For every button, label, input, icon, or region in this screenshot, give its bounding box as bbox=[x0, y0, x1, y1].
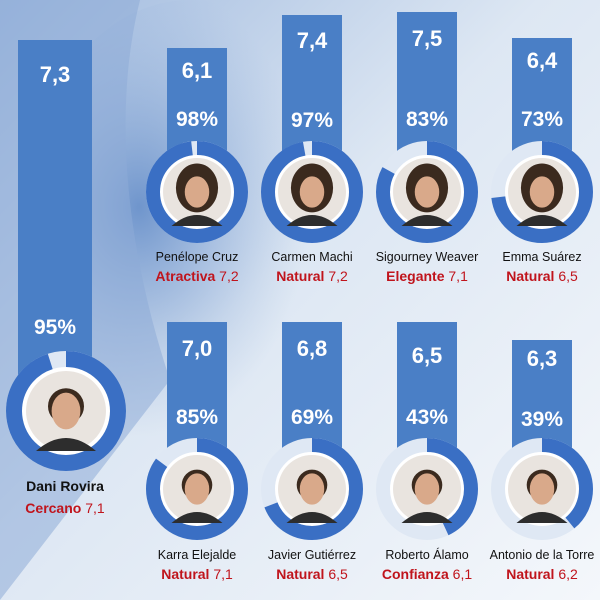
attribute-score: 6,5 bbox=[554, 268, 578, 284]
percent-label-2: 83% bbox=[405, 108, 449, 131]
attribute-score: 6,1 bbox=[448, 566, 473, 582]
attribute-label: Atractiva bbox=[155, 268, 216, 284]
ring-arc-3 bbox=[491, 141, 593, 243]
attribute-label: Natural bbox=[161, 566, 210, 582]
percent-ring-5 bbox=[261, 438, 363, 540]
percent-label-3: 73% bbox=[520, 108, 564, 131]
percent-ring-0 bbox=[146, 141, 248, 243]
attribute-label: Confianza bbox=[381, 566, 449, 582]
woman-portrait-icon bbox=[393, 158, 461, 226]
attribute-label: Natural bbox=[276, 566, 325, 582]
attribute-score: 7,1 bbox=[209, 566, 233, 582]
attribute-score: 7,1 bbox=[81, 500, 105, 516]
attribute-label: Natural bbox=[506, 268, 555, 284]
attribute-1: Natural 7,2 bbox=[254, 268, 370, 284]
percent-label-6: 43% bbox=[405, 406, 449, 429]
man-portrait-icon bbox=[26, 371, 106, 451]
attribute-score: 6,2 bbox=[554, 566, 578, 582]
percent-label-featured: 95% bbox=[33, 316, 77, 339]
person-name-7: Antonio de la Torre bbox=[489, 548, 595, 562]
person-name-2: Sigourney Weaver bbox=[375, 250, 479, 264]
percent-label-5: 69% bbox=[290, 406, 334, 429]
man-portrait-icon bbox=[163, 455, 231, 523]
percent-ring-1 bbox=[261, 141, 363, 243]
percent-ring-6 bbox=[376, 438, 478, 540]
ring-arc-featured bbox=[6, 351, 126, 471]
man-portrait-icon bbox=[508, 455, 576, 523]
person-name-4: Karra Elejalde bbox=[157, 548, 237, 562]
woman-portrait-icon bbox=[163, 158, 231, 226]
percent-label-7: 39% bbox=[520, 408, 564, 431]
ring-arc-1 bbox=[261, 141, 363, 243]
person-name-0: Penélope Cruz bbox=[155, 250, 239, 264]
percent-ring-3 bbox=[491, 141, 593, 243]
attribute-6: Confianza 6,1 bbox=[369, 566, 485, 582]
percent-ring-4 bbox=[146, 438, 248, 540]
percent-label-4: 85% bbox=[175, 406, 219, 429]
bar-value-featured: 7,3 bbox=[39, 62, 71, 87]
bar-value-3: 6,4 bbox=[526, 48, 558, 73]
person-name-6: Roberto Álamo bbox=[385, 548, 469, 562]
percent-ring-2 bbox=[376, 141, 478, 243]
percent-ring-7 bbox=[491, 438, 593, 540]
attribute-label: Cercano bbox=[25, 500, 82, 516]
ring-arc-4 bbox=[146, 438, 248, 540]
woman-portrait-icon bbox=[508, 158, 576, 226]
attribute-label: Natural bbox=[276, 268, 325, 284]
percent-label-1: 97% bbox=[290, 109, 334, 132]
ring-arc-6 bbox=[376, 438, 478, 540]
ring-arc-7 bbox=[491, 438, 593, 540]
attribute-7: Natural 6,2 bbox=[484, 566, 600, 582]
attribute-score: 7,1 bbox=[444, 268, 468, 284]
attribute-5: Natural 6,5 bbox=[254, 566, 370, 582]
attribute-label: Natural bbox=[506, 566, 555, 582]
person-name-featured: Dani Rovira bbox=[26, 478, 104, 494]
attribute-label: Elegante bbox=[386, 268, 445, 284]
ring-arc-5 bbox=[261, 438, 363, 540]
ring-arc-0 bbox=[146, 141, 248, 243]
ring-arc-2 bbox=[376, 141, 478, 243]
percent-ring-featured bbox=[6, 351, 126, 471]
bar-value-7: 6,3 bbox=[526, 346, 558, 371]
attribute-score: 7,2 bbox=[324, 268, 348, 284]
person-name-1: Carmen Machi bbox=[271, 250, 353, 264]
bar-value-5: 6,8 bbox=[296, 336, 328, 361]
attribute-2: Elegante 7,1 bbox=[369, 268, 485, 284]
man-portrait-icon bbox=[278, 455, 346, 523]
bar-value-2: 7,5 bbox=[411, 26, 443, 51]
attribute-score: 6,5 bbox=[324, 566, 348, 582]
man-portrait-icon bbox=[393, 455, 461, 523]
attribute-4: Natural 7,1 bbox=[139, 566, 255, 582]
person-name-3: Emma Suárez bbox=[502, 250, 582, 264]
person-name-5: Javier Gutiérrez bbox=[267, 548, 357, 562]
woman-portrait-icon bbox=[278, 158, 346, 226]
bar-value-0: 6,1 bbox=[181, 58, 213, 83]
attribute-score: 7,2 bbox=[215, 268, 239, 284]
bar-value-1: 7,4 bbox=[296, 28, 328, 53]
percent-label-0: 98% bbox=[175, 108, 219, 131]
bar-value-4: 7,0 bbox=[181, 336, 213, 361]
attribute-3: Natural 6,5 bbox=[484, 268, 600, 284]
bar-value-6: 6,5 bbox=[411, 343, 443, 368]
attribute-featured: Cercano 7,1 bbox=[0, 500, 130, 516]
attribute-0: Atractiva 7,2 bbox=[139, 268, 255, 284]
